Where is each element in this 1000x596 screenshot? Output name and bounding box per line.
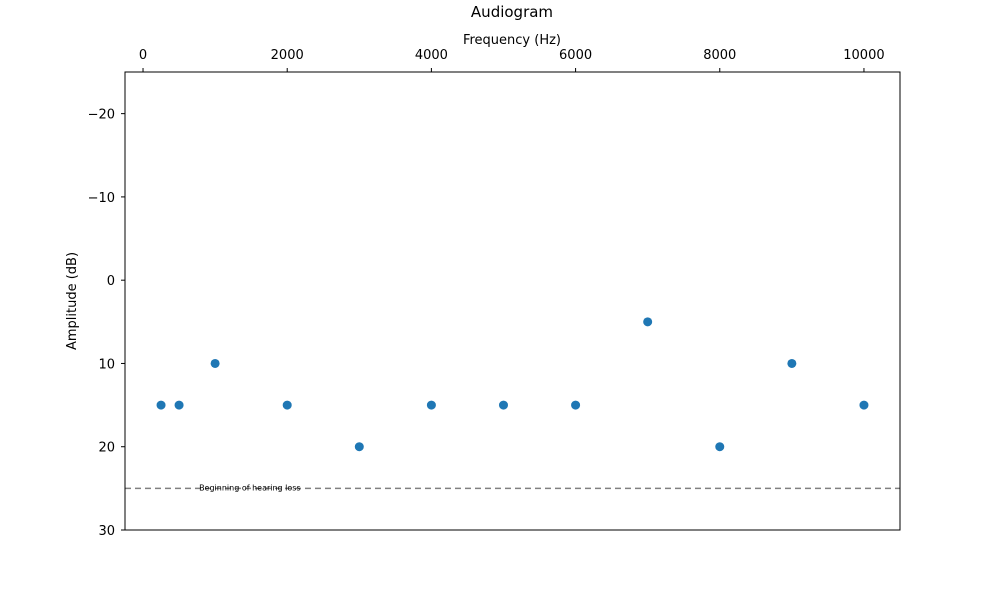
- y-tick-label: 30: [98, 524, 115, 539]
- x-tick-label: 6000: [559, 48, 592, 63]
- data-point: [426, 400, 436, 410]
- data-point: [859, 400, 869, 410]
- hearing-loss-label: Beginning of hearing loss: [199, 483, 301, 492]
- plot-frame: [124, 71, 901, 531]
- y-tick-label: −10: [88, 191, 115, 206]
- data-point: [354, 442, 364, 452]
- y-tick-label: 20: [98, 441, 115, 456]
- data-point: [174, 400, 184, 410]
- data-point: [282, 400, 292, 410]
- y-tick-label: 0: [107, 274, 115, 289]
- chart-title: Audiogram: [471, 3, 553, 21]
- x-tick-label: 0: [139, 48, 147, 63]
- data-point: [571, 400, 581, 410]
- data-point: [643, 317, 653, 327]
- x-tick-label: 2000: [271, 48, 304, 63]
- data-point: [156, 400, 166, 410]
- data-point: [715, 442, 725, 452]
- x-tick-label: 8000: [703, 48, 736, 63]
- data-point: [210, 358, 220, 368]
- data-point: [787, 358, 797, 368]
- y-tick-label: −20: [88, 108, 115, 123]
- x-tick-label: 10000: [843, 48, 884, 63]
- x-tick-label: 4000: [415, 48, 448, 63]
- plot-area: 0 2000 4000 6000 8000 10000 −20 −10 0 10 20 30 Begin…: [88, 48, 900, 539]
- data-point: [498, 400, 508, 410]
- x-axis-label: Frequency (Hz): [463, 33, 561, 48]
- y-axis-label: Amplitude (dB): [65, 252, 80, 350]
- y-tick-label: 10: [98, 357, 115, 372]
